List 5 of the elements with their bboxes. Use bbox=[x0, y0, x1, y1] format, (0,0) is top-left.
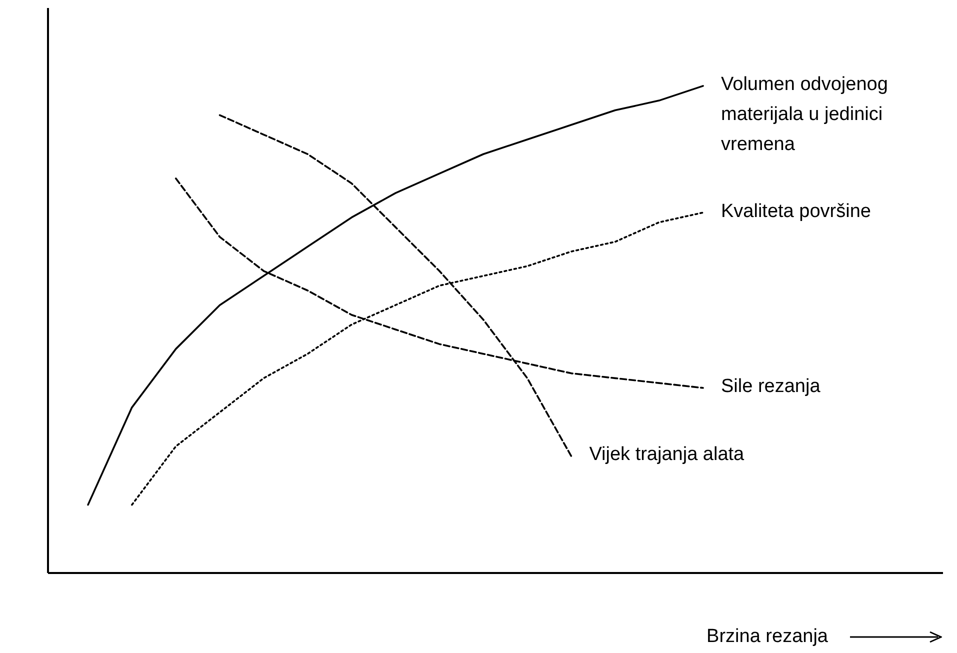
series-label: Kvaliteta površine bbox=[721, 200, 872, 224]
x-axis-title: Brzina rezanja bbox=[706, 626, 828, 648]
series-label: Sile rezanja bbox=[721, 374, 822, 399]
series-label: Volumen odvojenog materijala u jedinici vremena bbox=[721, 72, 889, 157]
series-label: Vijek trajanja alata bbox=[589, 443, 746, 468]
